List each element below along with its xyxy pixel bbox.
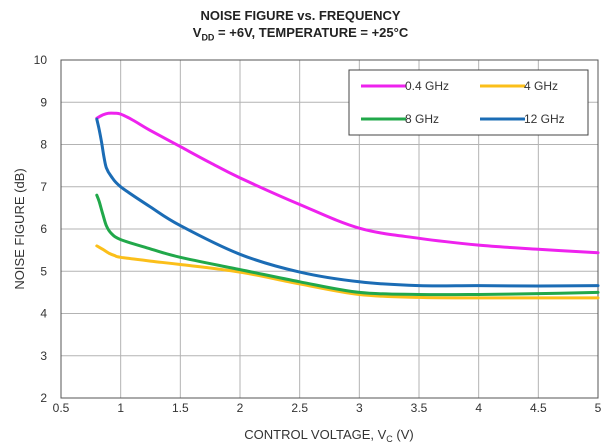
tick-labels: 0.5 1 1.5 2 2.5 3 3.5 4 4.5 5 2 3 4 5 6 7 8 9 10: [34, 53, 601, 415]
series-line-8-ghz: [95, 193, 600, 297]
chart-subtitle: VDD = +6V, TEMPERATURE = +25°C: [192, 25, 409, 43]
legend-box: [348, 69, 589, 136]
x-tick-label: 4.5: [530, 401, 547, 415]
y-tick-label: 6: [40, 222, 47, 236]
series-line-12-ghz: [95, 117, 600, 288]
legend: 0.4 GHz 4 GHz 8 GHz 12 GHz: [348, 69, 589, 136]
plot-frame: [60, 59, 599, 399]
y-tick-label: 7: [40, 180, 47, 194]
y-tick-label: 8: [40, 138, 47, 152]
y-tick-label: 5: [40, 264, 47, 278]
legend-label: 12 GHz: [524, 112, 565, 126]
chart-title: NOISE FIGURE vs. FREQUENCY: [200, 8, 401, 23]
series-lines: [95, 111, 600, 300]
x-axis-label: CONTROL VOLTAGE, VC (V): [244, 427, 414, 444]
series-line-0-4-ghz: [95, 111, 600, 255]
y-tick-label: 10: [34, 53, 48, 67]
x-tick-label: 1: [117, 401, 124, 415]
x-tick-label: 2.5: [291, 401, 308, 415]
x-tick-label: 1.5: [172, 401, 189, 415]
legend-label: 8 GHz: [405, 112, 439, 126]
legend-label: 0.4 GHz: [405, 79, 449, 93]
x-tick-label: 4: [475, 401, 482, 415]
y-tick-label: 3: [40, 349, 47, 363]
x-tick-label: 5: [595, 401, 601, 415]
y-tick-label: 2: [40, 391, 47, 405]
series-line-4-ghz: [95, 244, 600, 300]
x-tick-label: 3: [356, 401, 363, 415]
legend-label: 4 GHz: [524, 79, 558, 93]
y-tick-label: 4: [40, 307, 47, 321]
y-tick-label: 9: [40, 95, 47, 109]
x-tick-label: 3.5: [411, 401, 428, 415]
x-tick-label: 0.5: [53, 401, 70, 415]
y-axis-label: NOISE FIGURE (dB): [12, 168, 27, 289]
x-tick-label: 2: [237, 401, 244, 415]
